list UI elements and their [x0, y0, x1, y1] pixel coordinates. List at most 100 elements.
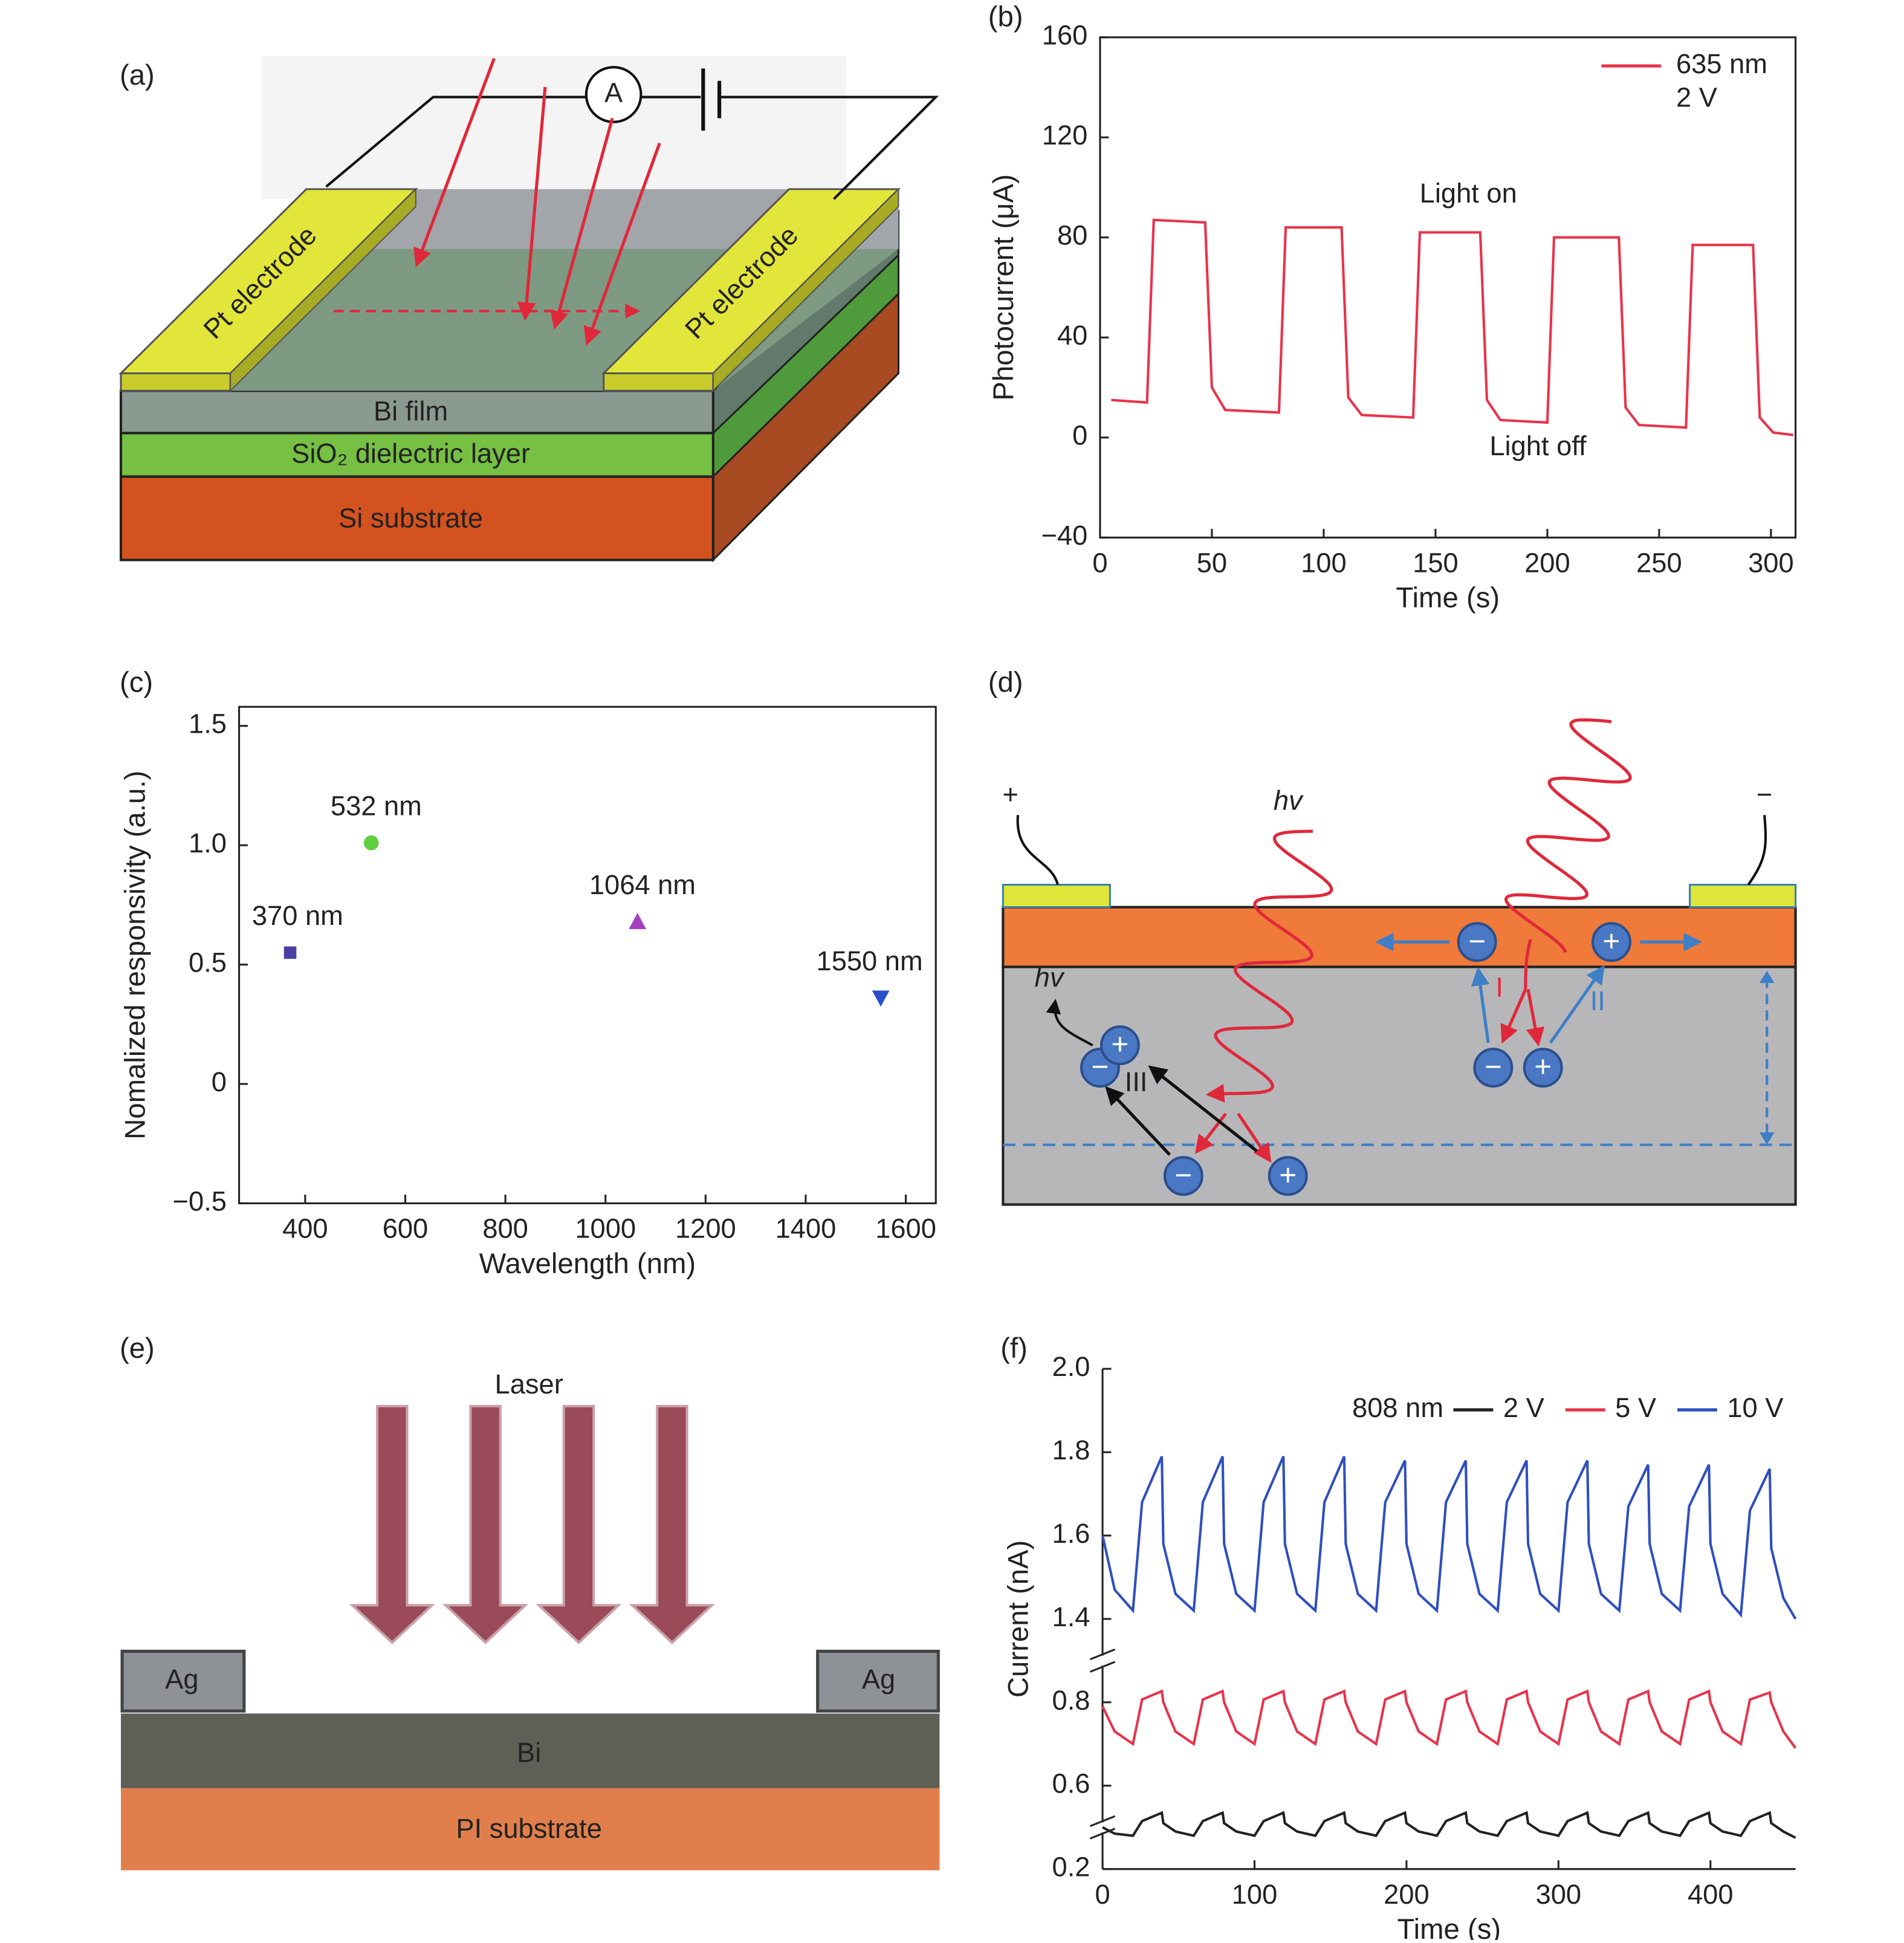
process-label: III — [1125, 1066, 1148, 1097]
y-tick-label: 1.4 — [1052, 1601, 1090, 1632]
y-tick-label: 160 — [1042, 20, 1088, 51]
x-tick-label: 300 — [1536, 1879, 1582, 1910]
photon-label: hv — [1274, 785, 1304, 816]
process-label: I — [1495, 972, 1503, 1002]
axis-break — [1089, 1815, 1116, 1828]
y-tick-label: 0.2 — [1052, 1852, 1090, 1883]
charge-sign: − — [1485, 1050, 1502, 1083]
y-tick-label: 0.8 — [1052, 1685, 1090, 1716]
charge-sign: − — [1174, 1158, 1192, 1192]
y-tick-label: 1.5 — [189, 709, 227, 739]
mechanism-d — [1002, 815, 1797, 1206]
device-a — [118, 56, 939, 563]
charge — [1523, 1048, 1563, 1088]
charge — [1268, 1156, 1308, 1196]
photon-wave — [1504, 718, 1632, 953]
x-tick-label: 50 — [1197, 547, 1227, 578]
y-tick-label: 0 — [212, 1066, 227, 1097]
y-tick-label: −40 — [1041, 520, 1088, 551]
x-tick-label: 400 — [282, 1213, 328, 1244]
x-tick-label: 300 — [1748, 547, 1794, 578]
y-tick-label: 0.5 — [189, 947, 227, 978]
axis-break — [1089, 1648, 1116, 1661]
x-tick-label: 1400 — [776, 1213, 837, 1244]
charge-sign: + — [1534, 1050, 1552, 1083]
point — [283, 946, 297, 959]
x-tick-label: 800 — [482, 1213, 528, 1244]
legend-label: 10 V — [1727, 1392, 1783, 1423]
panel-label: (e) — [120, 1332, 155, 1364]
charge — [1473, 1048, 1514, 1088]
y-tick-label: 1.6 — [1052, 1518, 1090, 1549]
x-tick-label: 1600 — [875, 1213, 936, 1244]
layer-label: PI substrate — [456, 1813, 602, 1844]
data-line — [1111, 218, 1794, 436]
charge — [1457, 922, 1497, 962]
legend-label: 5 V — [1615, 1392, 1656, 1423]
panel-label: (b) — [988, 1, 1023, 33]
y-tick-label: 2.0 — [1052, 1351, 1090, 1382]
y-axis-label: Current (nA) — [1003, 1540, 1035, 1698]
contact-label: Ag — [165, 1664, 198, 1695]
annotation: Light on — [1420, 178, 1517, 209]
panel-label: (c) — [120, 667, 153, 699]
x-tick-label: 0 — [1092, 547, 1107, 578]
x-tick-label: 250 — [1636, 547, 1682, 578]
legend-note: 2 V — [1676, 82, 1717, 113]
panel-label: (a) — [120, 59, 155, 91]
data-line — [1101, 1456, 1797, 1620]
data-line — [1102, 1811, 1796, 1839]
panel-label: (d) — [988, 667, 1023, 699]
y-tick-label: −0.5 — [173, 1186, 227, 1216]
beam-label: Laser — [495, 1369, 563, 1400]
terminal-label: + — [1003, 779, 1018, 809]
photon-wave — [1524, 939, 1532, 990]
x-axis-label: Time (s) — [1397, 1913, 1501, 1940]
legend-label: 635 nm — [1676, 48, 1767, 79]
y-tick-label: 0 — [1072, 420, 1087, 451]
panel-label: (f) — [1000, 1332, 1028, 1364]
layer-label: SiO₂ dielectric layer — [291, 438, 530, 469]
layer-label: Bi film — [374, 395, 448, 426]
x-tick-label: 150 — [1413, 547, 1459, 578]
charge-sign: + — [1603, 924, 1621, 958]
axis-break — [1089, 1661, 1116, 1673]
point — [629, 913, 647, 929]
photon-label: hv — [1035, 962, 1065, 993]
point — [363, 835, 379, 851]
charge — [1099, 1025, 1140, 1065]
y-tick-label: 40 — [1057, 320, 1087, 351]
x-tick-label: 0 — [1095, 1879, 1110, 1910]
x-tick-label: 200 — [1524, 547, 1570, 578]
ammeter-label: A — [604, 77, 623, 108]
charge-sign: − — [1468, 924, 1486, 958]
x-axis-label: Time (s) — [1396, 582, 1500, 614]
y-tick-label: 1.0 — [189, 828, 227, 858]
y-tick-label: 0.6 — [1052, 1768, 1090, 1799]
x-tick-label: 400 — [1688, 1879, 1734, 1910]
charge — [1592, 922, 1631, 962]
legend-title: 808 nm — [1352, 1392, 1443, 1423]
x-tick-label: 100 — [1232, 1879, 1278, 1910]
x-tick-label: 100 — [1301, 547, 1347, 578]
layer-label: Bi — [517, 1737, 541, 1768]
y-axis-label: Nomalized responsivity (a.u.) — [119, 771, 151, 1140]
point-label: 532 nm — [331, 791, 422, 822]
charge — [1163, 1156, 1203, 1196]
axis-break-gap — [1090, 1655, 1115, 1666]
charge-sign: + — [1279, 1158, 1297, 1192]
point-label: 1064 nm — [589, 869, 696, 900]
layer-label: Si substrate — [338, 502, 483, 533]
data-line — [1101, 1689, 1797, 1749]
contact-label: Ag — [862, 1664, 895, 1695]
plot-frame — [1099, 36, 1797, 539]
photon-wave — [1205, 829, 1333, 1103]
point-label: 370 nm — [252, 900, 343, 931]
x-tick-label: 1200 — [675, 1213, 736, 1244]
x-tick-label: 1000 — [575, 1213, 636, 1244]
y-tick-label: 1.8 — [1052, 1435, 1090, 1465]
charge-sign: + — [1111, 1028, 1128, 1061]
legend-label: 2 V — [1503, 1392, 1544, 1423]
